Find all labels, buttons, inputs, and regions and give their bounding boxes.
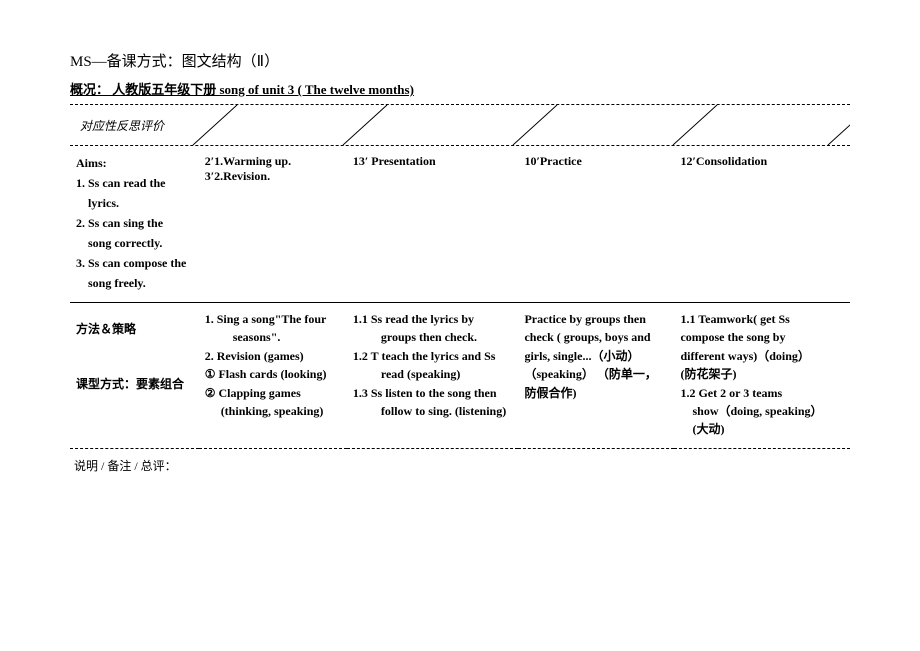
lesson-table: Aims: 1. Ss can read the lyrics. 2. Ss c…: [70, 146, 850, 449]
method-line: 2. Revision (games): [205, 348, 341, 365]
method-line: （speaking） （防单一，: [524, 366, 668, 383]
aims-title: Aims:: [76, 154, 193, 172]
lesson-type-label: 课型方式：要素组合: [76, 337, 193, 392]
table-row: 方法＆策略 课型方式：要素组合 1. Sing a song"The four …: [70, 303, 850, 449]
method-line: show（doing, speaking）: [680, 403, 844, 420]
method-line: read (speaking): [353, 366, 513, 383]
diagonal-lines: [70, 105, 850, 145]
method-line: Practice by groups then: [524, 311, 668, 328]
method-line: compose the song by: [680, 329, 844, 346]
method-col2: 1. Sing a song"The four seasons". 2. Rev…: [199, 303, 347, 449]
method-line: check ( groups, boys and: [524, 329, 668, 346]
aim-line: song freely.: [76, 274, 193, 292]
method-col3: 1.1 Ss read the lyrics by groups then ch…: [347, 303, 519, 449]
warming-cell: 2′1.Warming up. 3′2.Revision.: [199, 146, 347, 303]
method-line: different ways)（doing）: [680, 348, 844, 365]
aim-line: song correctly.: [76, 234, 193, 252]
aim-line: lyrics.: [76, 194, 193, 212]
reflection-label: 对应性反思评价: [80, 117, 164, 134]
timing-line: 3′2.Revision.: [205, 169, 341, 184]
aims-cell: Aims: 1. Ss can read the lyrics. 2. Ss c…: [70, 146, 199, 303]
aim-line: 2. Ss can sing the: [76, 214, 193, 232]
method-col4: Practice by groups then check ( groups, …: [518, 303, 674, 449]
method-line: 1.2 T teach the lyrics and Ss: [353, 348, 513, 365]
method-line: girls, single...（小动）: [524, 348, 668, 365]
method-line: ① Flash cards (looking): [205, 366, 341, 383]
timing-line: 2′1.Warming up.: [205, 154, 341, 169]
page-title: MS—备课方式：图文结构（Ⅱ）: [70, 50, 850, 71]
method-line: (thinking, speaking): [205, 403, 341, 420]
method-line: groups then check.: [353, 329, 513, 346]
method-label-cell: 方法＆策略 课型方式：要素组合: [70, 303, 199, 449]
method-line: 1.1 Teamwork( get Ss: [680, 311, 844, 328]
method-col5: 1.1 Teamwork( get Ss compose the song by…: [674, 303, 850, 449]
aim-line: 1. Ss can read the: [76, 174, 193, 192]
method-line: 1.1 Ss read the lyrics by: [353, 311, 513, 328]
practice-cell: 10′Practice: [518, 146, 674, 303]
page-subtitle: 概况： 人教版五年级下册 song of unit 3 ( The twelve…: [70, 79, 850, 98]
method-label: 方法＆策略: [76, 311, 193, 337]
method-line: 1. Sing a song"The four: [205, 311, 341, 328]
method-line: seasons".: [205, 329, 341, 346]
method-line: ② Clapping games: [205, 385, 341, 402]
method-line: 1.2 Get 2 or 3 teams: [680, 385, 844, 402]
reflection-row: 对应性反思评价: [70, 104, 850, 146]
table-row: Aims: 1. Ss can read the lyrics. 2. Ss c…: [70, 146, 850, 303]
consolidation-cell: 12′Consolidation: [674, 146, 850, 303]
aim-line: 3. Ss can compose the: [76, 254, 193, 272]
method-line: (大动): [680, 421, 844, 438]
method-line: 1.3 Ss listen to the song then: [353, 385, 513, 402]
footer-note: 说明 / 备注 / 总评：: [70, 457, 850, 474]
presentation-cell: 13′ Presentation: [347, 146, 519, 303]
method-line: (防花架子): [680, 366, 844, 383]
method-line: follow to sing. (listening): [353, 403, 513, 420]
method-line: 防假合作): [524, 385, 668, 402]
